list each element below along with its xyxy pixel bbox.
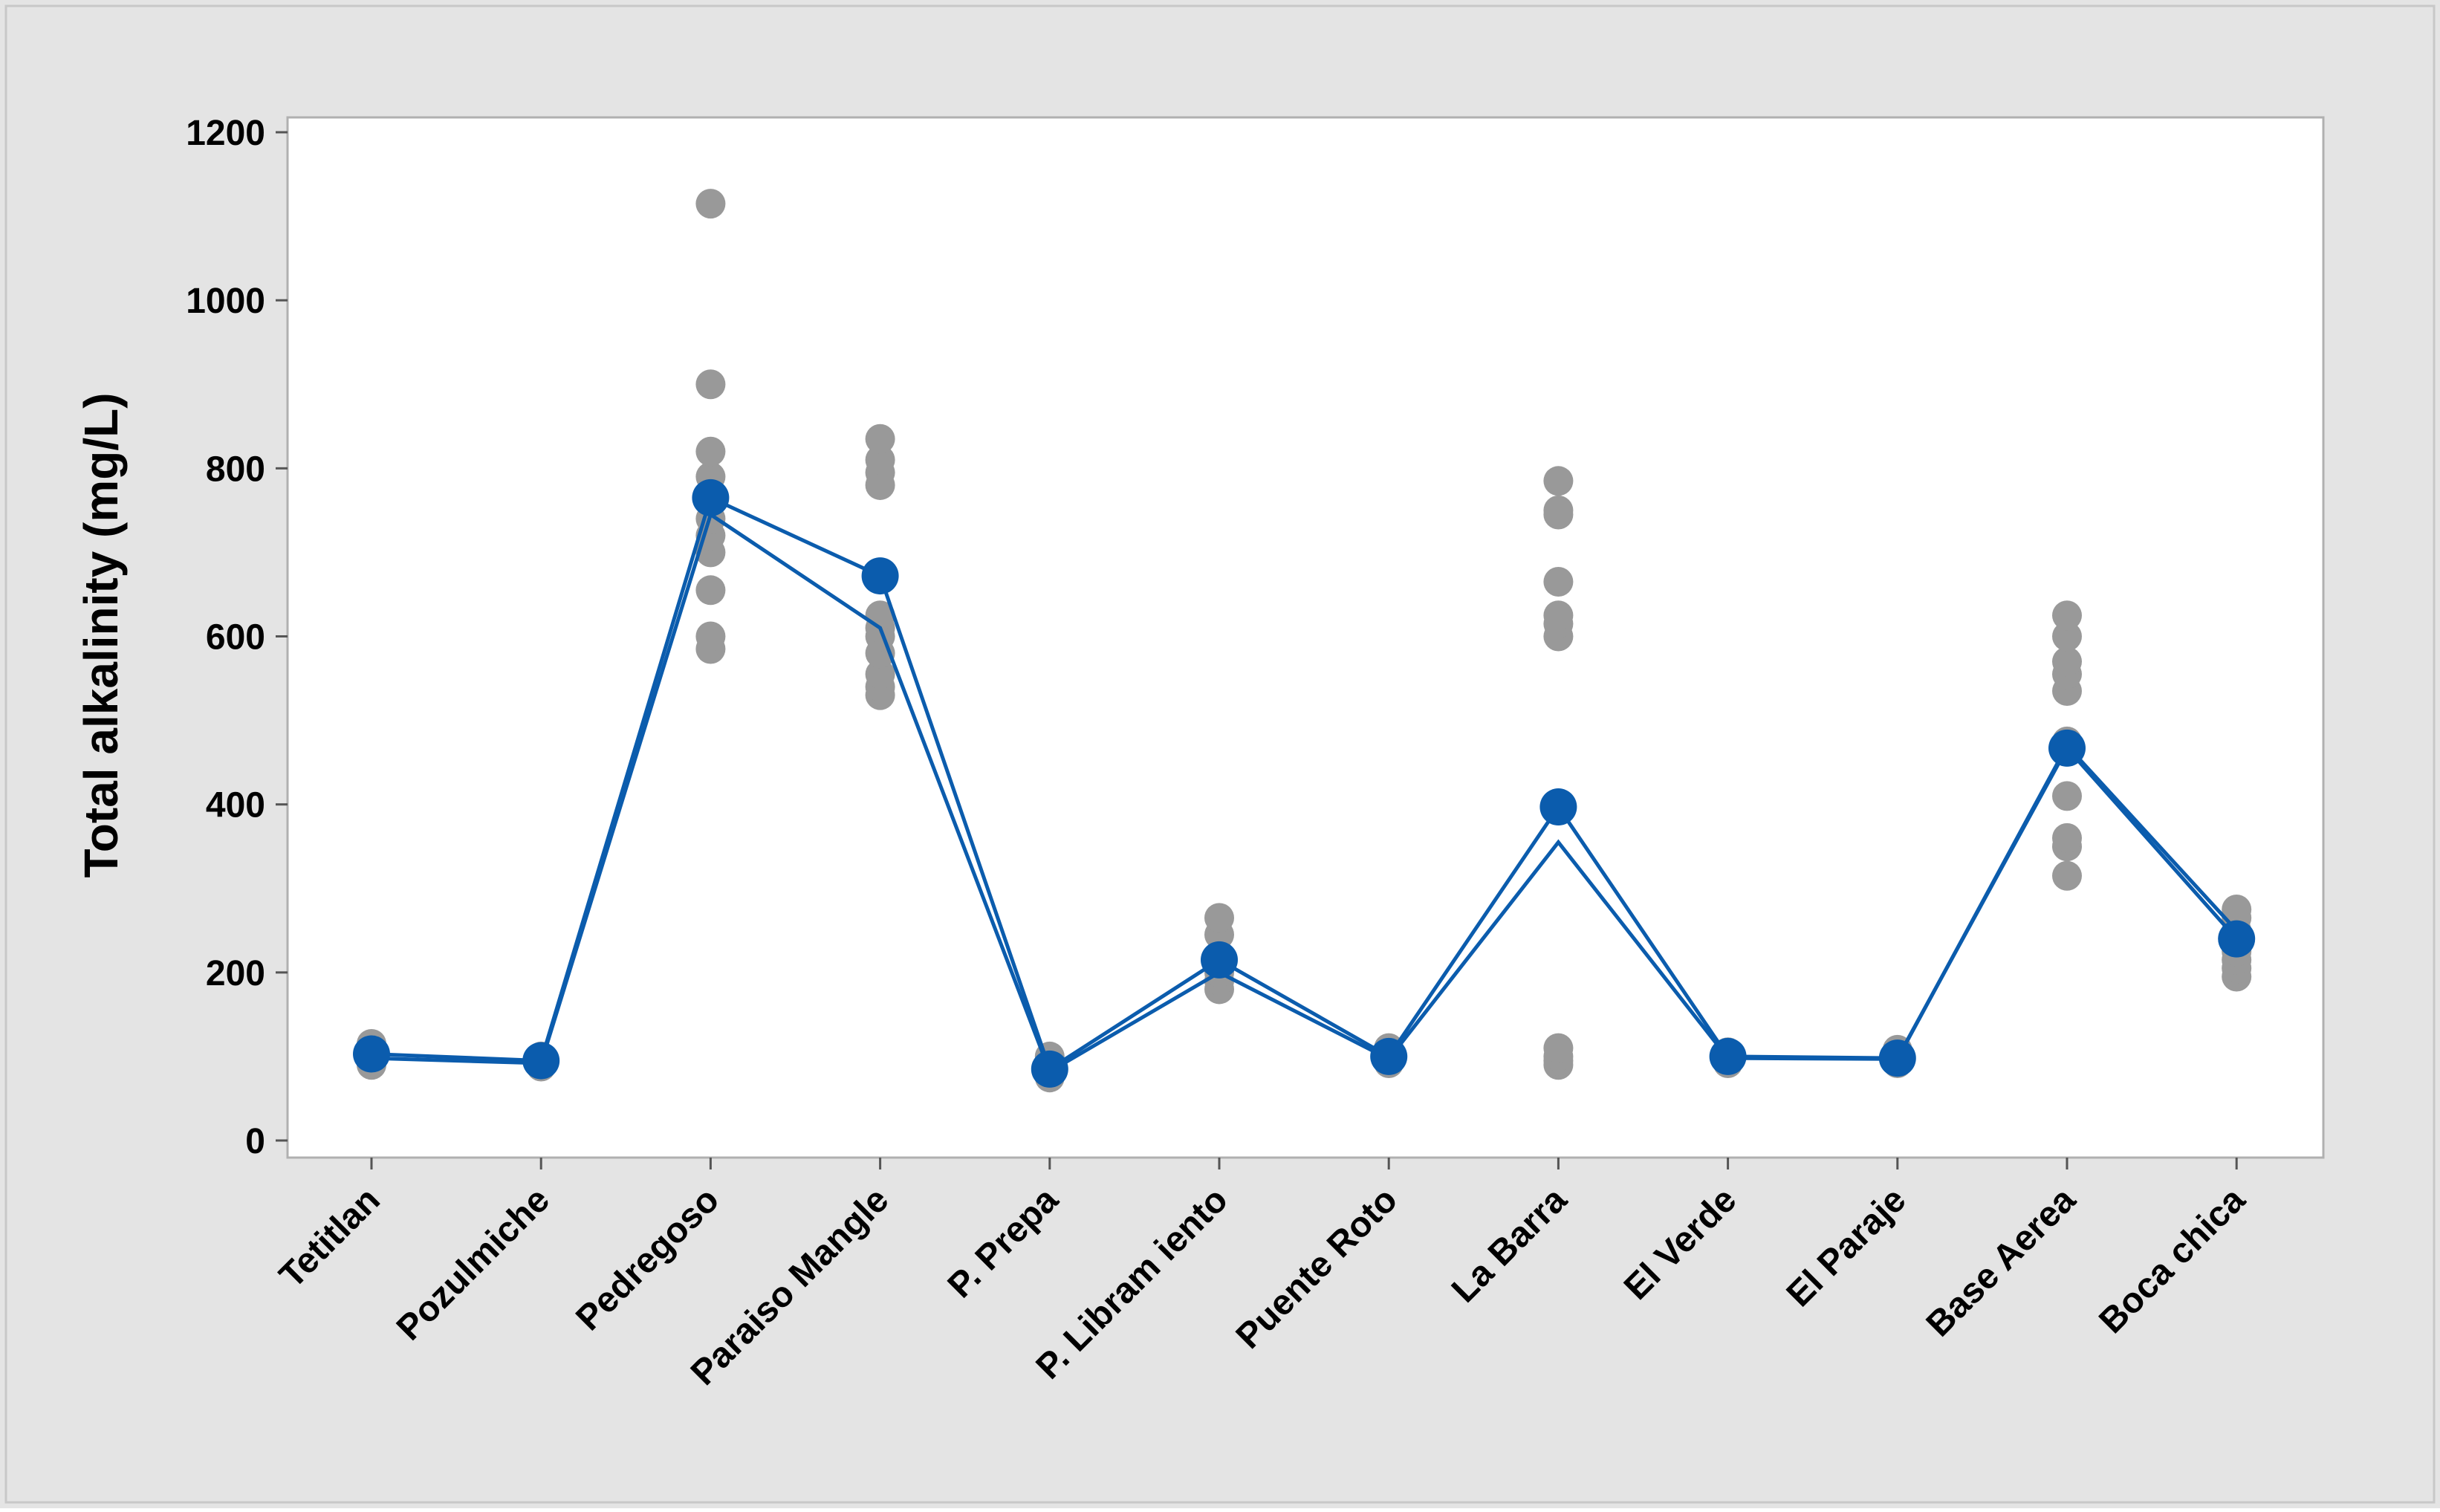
data-point	[865, 424, 895, 454]
data-point	[2222, 895, 2252, 925]
mean-marker	[522, 1042, 560, 1080]
mean-marker	[353, 1035, 390, 1073]
plot-area	[286, 116, 2325, 1159]
data-point	[2052, 646, 2082, 677]
chart-frame-border	[4, 4, 2436, 1504]
data-point	[695, 436, 726, 467]
y-tick-label: 1000	[186, 282, 265, 321]
mean-marker	[1709, 1037, 1747, 1075]
data-point	[1543, 466, 1574, 496]
data-point	[2052, 822, 2082, 853]
data-point	[1543, 600, 1574, 631]
data-point	[695, 369, 726, 400]
data-point	[865, 659, 895, 690]
data-point	[865, 445, 895, 476]
mean-marker	[1878, 1039, 1916, 1077]
y-tick-label: 400	[206, 786, 265, 825]
mean-markers	[353, 478, 2256, 1088]
mean-marker	[2218, 920, 2256, 958]
data-point	[2052, 621, 2082, 652]
mean-marker	[1031, 1050, 1068, 1088]
mean-marker	[1370, 1037, 1408, 1075]
data-point	[1543, 566, 1574, 597]
mean-marker	[2048, 729, 2086, 767]
data-point	[2052, 781, 2082, 811]
series-line	[371, 511, 2239, 1074]
y-tick-label: 600	[206, 618, 265, 658]
data-point	[695, 189, 726, 219]
data-point	[2052, 860, 2082, 891]
y-tick-label: 800	[206, 450, 265, 489]
data-point	[695, 575, 726, 606]
y-tick-label: 1200	[186, 114, 265, 153]
data-point	[1543, 495, 1574, 525]
y-tick-label: 200	[206, 954, 265, 993]
y-tick-label: 0	[245, 1122, 265, 1161]
series-lines	[371, 495, 2239, 1074]
mean-marker	[1201, 941, 1238, 979]
data-point	[1543, 1033, 1574, 1063]
y-axis: 0 200 400 600 800 1000 1200	[186, 114, 288, 1161]
data-point	[695, 621, 726, 652]
data-point	[1204, 903, 1234, 933]
mean-marker	[1539, 788, 1577, 826]
mean-marker	[861, 557, 899, 595]
y-axis-title: Total alkalinity (mg/L)	[74, 392, 128, 877]
mean-marker	[692, 478, 730, 516]
data-point	[2052, 600, 2082, 631]
